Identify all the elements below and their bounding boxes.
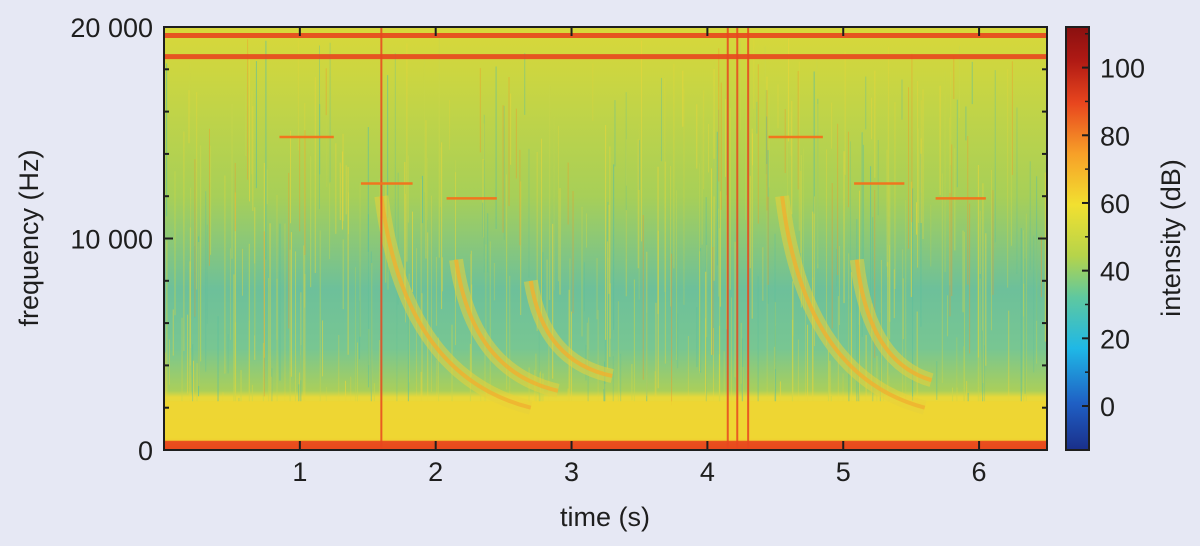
colorbar-tick-label: 20 xyxy=(1100,324,1130,354)
x-tick-label: 1 xyxy=(292,457,307,487)
colorbar-tick-label: 100 xyxy=(1100,54,1145,84)
chirp xyxy=(780,195,926,410)
low-frequency-band xyxy=(164,401,1047,442)
x-tick-label: 3 xyxy=(564,457,579,487)
colorbar-tick-label: 0 xyxy=(1100,392,1115,422)
y-axis-label: frequency (Hz) xyxy=(14,149,44,326)
x-axis: 1 2 3 4 5 6 xyxy=(292,27,987,487)
y-tick-label: 0 xyxy=(138,436,153,466)
colorbar-label: intensity (dB) xyxy=(1156,159,1186,317)
y-axis: 0 10 000 20 000 xyxy=(70,13,1047,466)
colorbar-tick-label: 80 xyxy=(1100,121,1130,151)
x-tick-label: 2 xyxy=(428,457,443,487)
chirp xyxy=(454,259,559,393)
x-tick-label: 5 xyxy=(836,457,851,487)
chirp xyxy=(854,259,933,383)
chirp xyxy=(379,195,532,410)
x-tick-label: 6 xyxy=(972,457,987,487)
x-axis-label: time (s) xyxy=(560,502,650,532)
x-tick-label: 4 xyxy=(700,457,715,487)
spectrogram-features xyxy=(164,27,1047,450)
colorbar-tick-label: 40 xyxy=(1100,257,1130,287)
colorbar-tick-label: 60 xyxy=(1100,189,1130,219)
chirp xyxy=(528,280,613,378)
y-tick-label: 20 000 xyxy=(70,13,153,43)
y-tick-label: 10 000 xyxy=(70,225,153,255)
colorbar-axis: 0 20 40 60 80 100 xyxy=(1082,33,1145,422)
colorbar xyxy=(1065,26,1090,451)
